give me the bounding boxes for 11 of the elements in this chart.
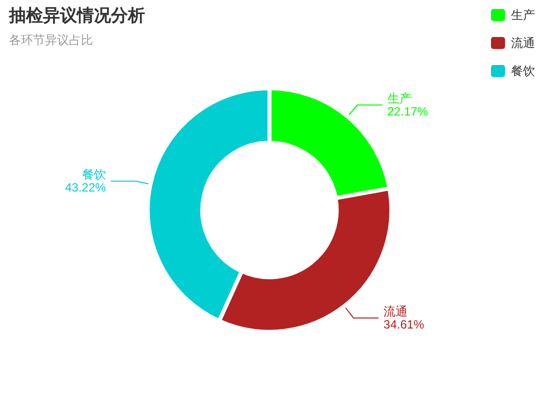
data-label: 34.61% — [384, 317, 425, 332]
data-label: 22.17% — [387, 104, 428, 119]
slice-label: 餐饮 — [82, 168, 106, 182]
legend-label: 生产 — [511, 8, 535, 22]
text: 各环节异议占比 — [9, 33, 93, 47]
slice-label: 生产 — [387, 92, 412, 106]
chart-title: 抽检异议情况分析 — [8, 6, 145, 25]
data-label: 43.22% — [65, 180, 106, 195]
legend-label: 餐饮 — [511, 64, 535, 78]
slice-label: 流通 — [384, 304, 408, 318]
legend-label: 流通 — [511, 36, 535, 50]
